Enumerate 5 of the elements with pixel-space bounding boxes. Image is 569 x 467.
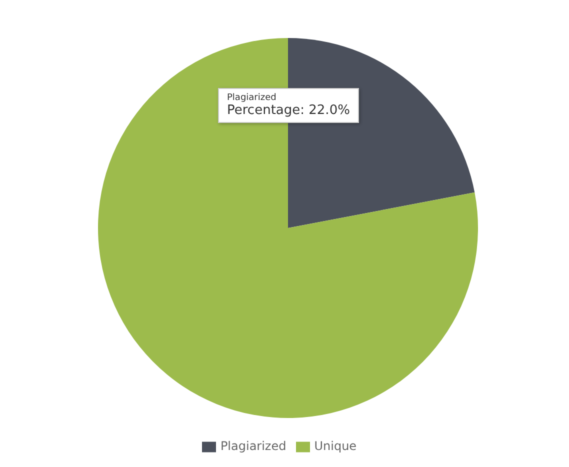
legend-label: Plagiarized (220, 439, 286, 454)
text: Plagiarized (227, 93, 278, 103)
text: Percentage: 22.0% (227, 103, 350, 118)
legend-label: Unique (314, 439, 357, 454)
pie-slice (98, 38, 478, 418)
